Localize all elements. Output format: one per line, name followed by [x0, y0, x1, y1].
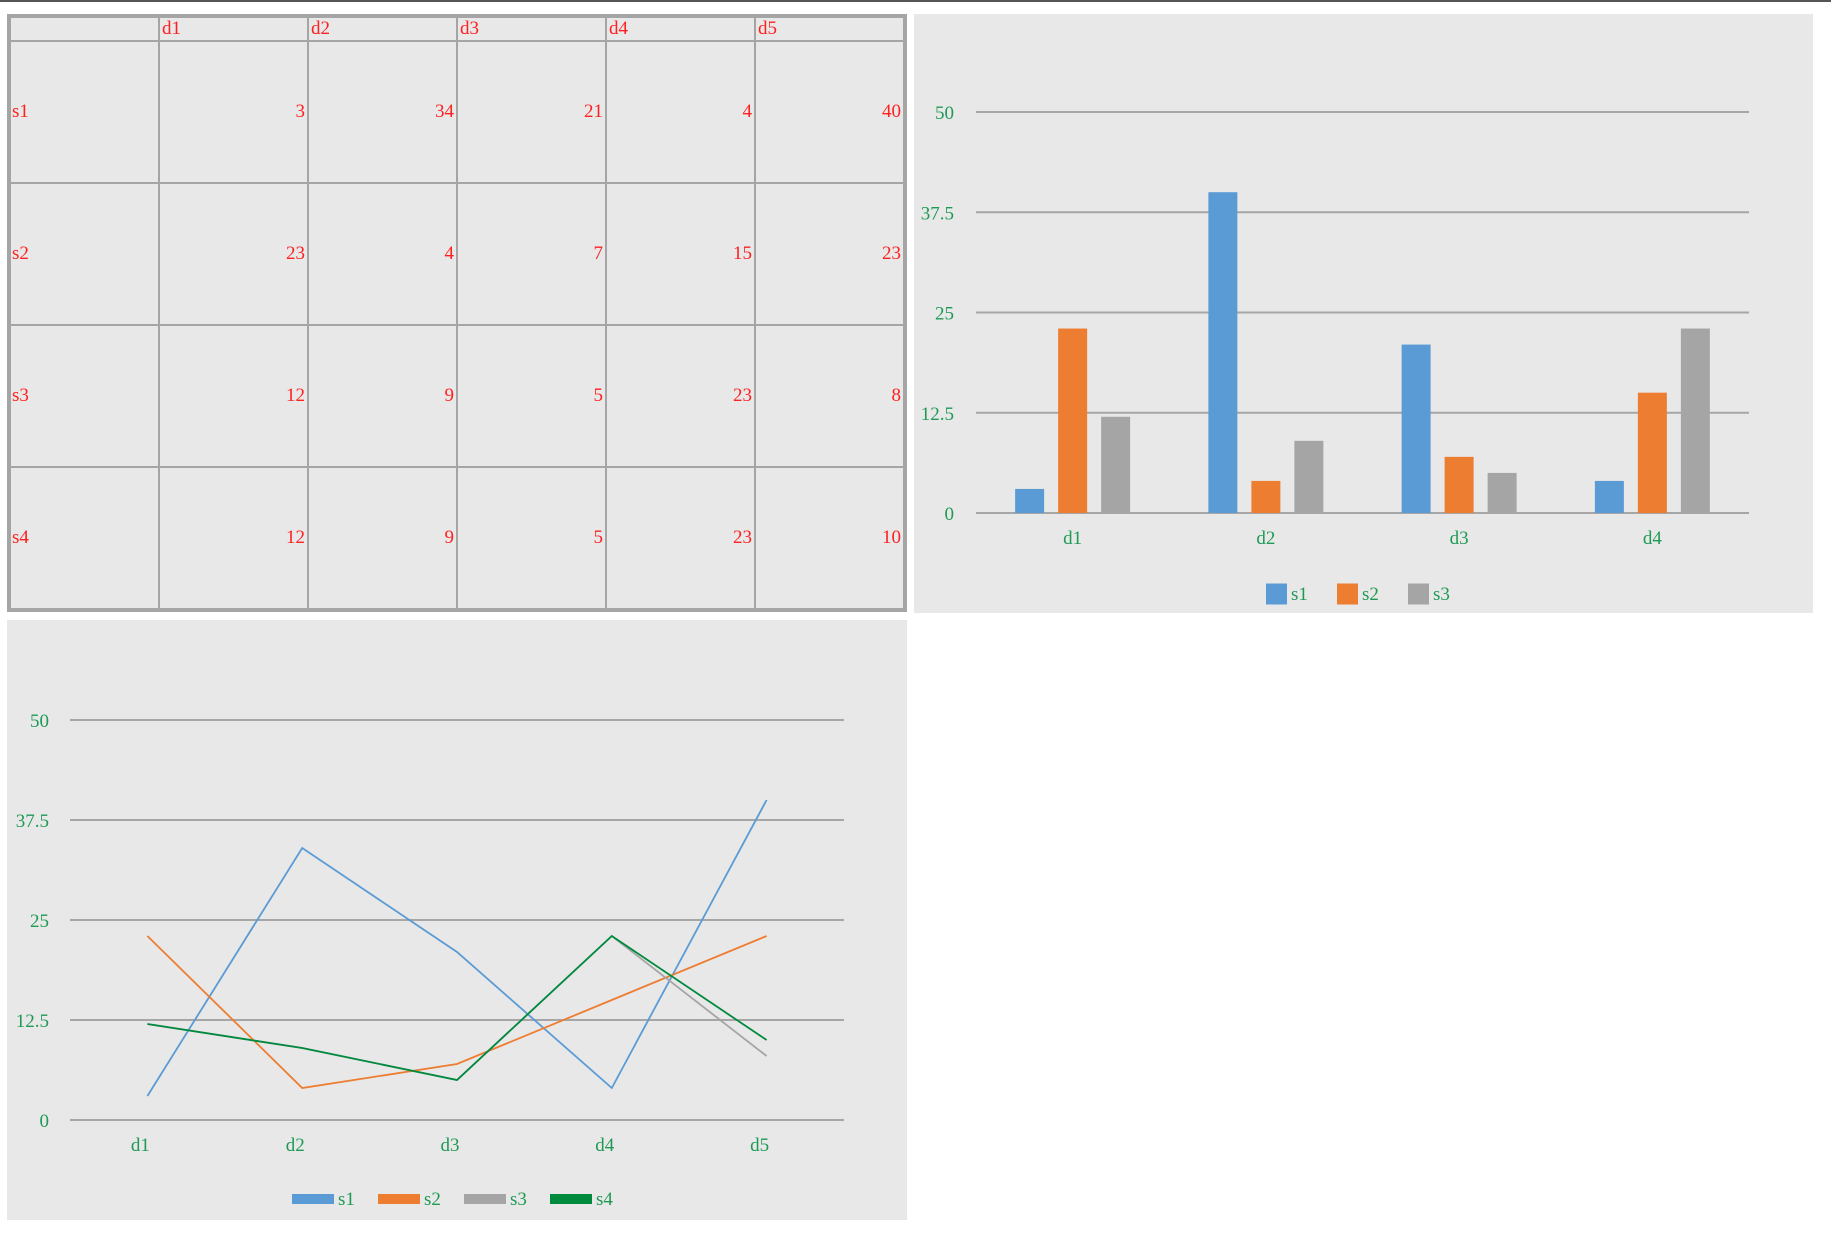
- y-tick-label: 0: [945, 504, 955, 525]
- x-tick-label: d1: [1063, 528, 1082, 549]
- table-row: s4 12 9 5 23 10: [9, 466, 905, 610]
- column-header[interactable]: d4: [605, 16, 756, 42]
- table-cell[interactable]: 34: [307, 40, 458, 184]
- bar: [1594, 480, 1624, 513]
- table-cell[interactable]: 23: [754, 182, 905, 326]
- legend-label: s1: [338, 1189, 355, 1210]
- bar-chart-panel: 0 12.5 25 37.5 50 d1 d2 d3 d4 s1 s2 s3: [914, 14, 1813, 613]
- data-table-panel: d1 d2 d3 d4 d5 s1 3 34 21 4 40 s2 23 4 7…: [7, 14, 907, 612]
- legend-label: s4: [596, 1189, 613, 1210]
- x-tick-label: d1: [131, 1135, 150, 1156]
- y-tick-label: 12.5: [921, 404, 954, 425]
- table-cell[interactable]: 23: [605, 324, 756, 468]
- table-row: s3 12 9 5 23 8: [9, 324, 905, 468]
- bar: [1487, 472, 1517, 513]
- table-cell[interactable]: 15: [605, 182, 756, 326]
- legend-label: s3: [1433, 584, 1450, 605]
- row-header[interactable]: s3: [9, 324, 160, 468]
- data-table: d1 d2 d3 d4 d5 s1 3 34 21 4 40 s2 23 4 7…: [9, 16, 905, 610]
- y-tick-label: 37.5: [16, 811, 49, 832]
- table-cell[interactable]: 8: [754, 324, 905, 468]
- x-tick-label: d4: [595, 1135, 615, 1156]
- line-chart-panel: 0 12.5 25 37.5 50 d1 d2 d3 d4 d5 s1 s2 s3 s4: [7, 620, 907, 1220]
- row-header[interactable]: s4: [9, 466, 160, 610]
- y-tick-label: 50: [935, 103, 954, 124]
- legend-swatch: [1337, 583, 1358, 605]
- legend-label: s1: [1291, 584, 1308, 605]
- y-tick-label: 25: [935, 304, 954, 325]
- bar-chart: 0 12.5 25 37.5 50 d1 d2 d3 d4 s1 s2 s3: [921, 103, 1749, 605]
- series-line: [146, 935, 767, 1089]
- legend-label: s2: [1362, 584, 1379, 605]
- legend-swatch: [1408, 583, 1429, 605]
- bar: [1637, 392, 1667, 513]
- table-cell[interactable]: 5: [456, 324, 607, 468]
- bar: [1015, 488, 1045, 513]
- column-header[interactable]: d3: [456, 16, 607, 42]
- top-rule: [0, 0, 1831, 2]
- table-cell[interactable]: 40: [754, 40, 905, 184]
- table-cell[interactable]: 12: [158, 324, 309, 468]
- bar: [1058, 328, 1088, 513]
- table-cell[interactable]: 23: [605, 466, 756, 610]
- y-tick-label: 12.5: [16, 1011, 49, 1032]
- row-header[interactable]: s1: [9, 40, 160, 184]
- bar: [1680, 328, 1710, 513]
- table-row: s1 3 34 21 4 40: [9, 40, 905, 184]
- row-header[interactable]: s2: [9, 182, 160, 326]
- bar: [1101, 416, 1131, 513]
- series-line: [147, 934, 768, 1081]
- x-tick-label: d5: [750, 1135, 769, 1156]
- legend-label: s3: [510, 1189, 527, 1210]
- legend-swatch: [464, 1194, 506, 1204]
- table-cell[interactable]: 3: [158, 40, 309, 184]
- table-cell[interactable]: 9: [307, 466, 458, 610]
- table-cell[interactable]: 4: [307, 182, 458, 326]
- series-line: [146, 799, 768, 1097]
- line-chart: 0 12.5 25 37.5 50 d1 d2 d3 d4 d5 s1 s2 s3 s4: [16, 711, 844, 1210]
- table-row: s2 23 4 7 15 23: [9, 182, 905, 326]
- y-tick-label: 25: [30, 911, 49, 932]
- bar: [1294, 440, 1324, 513]
- table-cell[interactable]: 5: [456, 466, 607, 610]
- y-tick-label: 37.5: [921, 203, 954, 224]
- table-cell[interactable]: 10: [754, 466, 905, 610]
- bar: [1401, 344, 1431, 513]
- y-tick-label: 50: [30, 711, 49, 732]
- series-line: [147, 934, 768, 1081]
- table-corner-cell[interactable]: [9, 16, 160, 42]
- bar: [1251, 480, 1281, 513]
- table-cell[interactable]: 9: [307, 324, 458, 468]
- column-header[interactable]: d5: [754, 16, 905, 42]
- legend-swatch: [550, 1194, 592, 1204]
- legend-label: s2: [424, 1189, 441, 1210]
- table-header-row: d1 d2 d3 d4 d5: [9, 16, 905, 42]
- column-header[interactable]: d2: [307, 16, 458, 42]
- bar: [1444, 456, 1474, 513]
- column-header[interactable]: d1: [158, 16, 309, 42]
- legend-swatch: [378, 1194, 420, 1204]
- table-cell[interactable]: 4: [605, 40, 756, 184]
- x-tick-label: d4: [1643, 528, 1663, 549]
- table-cell[interactable]: 21: [456, 40, 607, 184]
- legend-swatch: [292, 1194, 334, 1204]
- table-cell[interactable]: 23: [158, 182, 309, 326]
- x-tick-label: d2: [1256, 528, 1275, 549]
- x-tick-label: d3: [441, 1135, 460, 1156]
- y-tick-label: 0: [40, 1111, 50, 1132]
- bar: [1208, 192, 1238, 513]
- table-cell[interactable]: 7: [456, 182, 607, 326]
- legend-swatch: [1266, 583, 1287, 605]
- x-tick-label: d3: [1450, 528, 1469, 549]
- table-cell[interactable]: 12: [158, 466, 309, 610]
- x-tick-label: d2: [286, 1135, 305, 1156]
